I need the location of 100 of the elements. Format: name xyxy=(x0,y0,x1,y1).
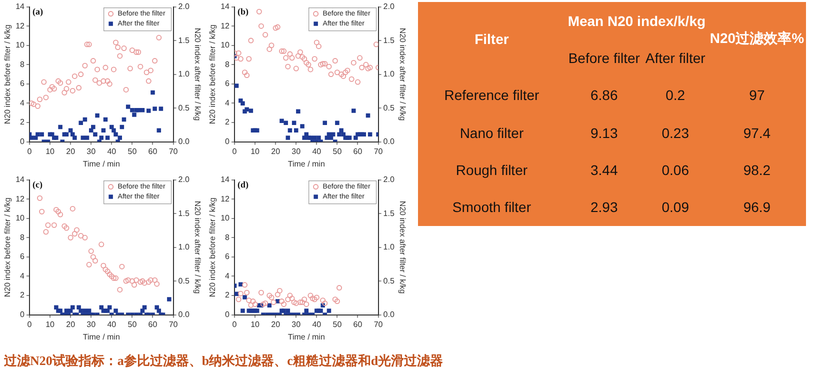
y-tick-label: 0 xyxy=(20,310,26,320)
y-tick-label: 6 xyxy=(225,252,230,262)
y-tick-label: 12 xyxy=(220,194,230,204)
y2-tick-label: 0.0 xyxy=(383,137,395,146)
x-tick-label: 0 xyxy=(232,146,238,156)
y-tick-label: 6 xyxy=(20,252,26,262)
y-tick-label: 2 xyxy=(225,118,230,127)
x-axis-title: Time / min xyxy=(82,332,120,342)
y2-tick-label: 1.0 xyxy=(383,70,395,79)
chart-title: (c) xyxy=(32,180,42,190)
y2-tick-label: 0.0 xyxy=(178,137,190,146)
x-tick-label: 10 xyxy=(46,320,56,329)
x-axis-title: Time / min xyxy=(82,159,120,168)
x-tick-label: 50 xyxy=(332,320,342,329)
y-tick-label: 2 xyxy=(20,290,26,300)
y2-tick-label: 1.5 xyxy=(178,36,190,45)
y-tick-label: 12 xyxy=(220,21,230,30)
y2-tick-label: 0.5 xyxy=(178,276,190,286)
x-tick-label: 60 xyxy=(353,320,363,329)
data-label: 0.06 xyxy=(660,160,690,180)
y-tick-label: 8 xyxy=(225,60,230,69)
y2-tick-label: 2.0 xyxy=(383,2,395,12)
y2-axis-title: N20 index after filter / k/kg xyxy=(398,200,407,294)
y2-tick-label: 0.0 xyxy=(178,310,190,320)
y-tick-label: 0 xyxy=(225,310,230,320)
text: Filter xyxy=(474,30,510,50)
y-tick-label: 14 xyxy=(220,175,230,184)
data-label: 0.09 xyxy=(660,198,690,218)
y2-tick-label: 0.5 xyxy=(383,103,395,112)
chart-title: (a) xyxy=(32,6,43,17)
x-tick-label: 70 xyxy=(168,320,178,329)
category-label: Reference filter xyxy=(443,86,540,106)
y-tick-label: 2 xyxy=(20,118,26,127)
x-tick-label: 10 xyxy=(250,146,260,156)
y2-axis-title: N20 index after filter / k/kg xyxy=(192,200,202,294)
x-tick-label: 20 xyxy=(66,146,76,156)
text: After filter xyxy=(644,48,706,68)
y-axis-title: N20 index before filter / k/kg xyxy=(208,24,218,124)
y-tick-label: 10 xyxy=(16,40,26,50)
x-tick-label: 40 xyxy=(312,320,322,329)
x-tick-label: 40 xyxy=(107,146,117,156)
chart-title: (d) xyxy=(238,180,248,190)
y-tick-label: 12 xyxy=(16,21,26,30)
y-tick-label: 10 xyxy=(220,40,230,50)
y-axis-title: N20 index before filter / k/kg xyxy=(3,24,12,124)
x-tick-label: 60 xyxy=(148,146,158,156)
x-tick-label: 60 xyxy=(148,320,158,329)
y2-tick-label: 2.0 xyxy=(383,175,395,184)
y-tick-label: 6 xyxy=(20,79,26,88)
y-tick-label: 8 xyxy=(20,232,26,242)
y2-tick-label: 1.0 xyxy=(178,70,190,79)
x-tick-label: 30 xyxy=(86,146,96,156)
y2-tick-label: 1.0 xyxy=(383,242,395,252)
y-tick-label: 4 xyxy=(20,271,26,280)
y-tick-label: 6 xyxy=(225,79,230,88)
data-label: 6.86 xyxy=(590,86,619,106)
category-label: Smooth filter xyxy=(451,198,532,218)
x-tick-label: 0 xyxy=(27,146,32,156)
y2-tick-label: 2.0 xyxy=(178,2,190,12)
y-tick-label: 10 xyxy=(16,214,26,223)
y-axis-title: N20 index before filter / k/kg xyxy=(3,197,12,298)
x-tick-label: 20 xyxy=(271,146,281,156)
chart-title: (b) xyxy=(238,6,248,17)
y2-tick-label: 1.5 xyxy=(383,36,395,45)
category-label: Rough filter xyxy=(454,160,529,180)
y-tick-label: 4 xyxy=(225,98,230,108)
category-label: Nano filter xyxy=(458,124,525,143)
y2-tick-label: 0.5 xyxy=(178,103,190,112)
y2-tick-label: 2.0 xyxy=(178,175,190,184)
y-tick-label: 10 xyxy=(220,214,230,223)
y-tick-label: 2 xyxy=(225,290,230,300)
y-tick-label: 14 xyxy=(220,2,230,12)
x-tick-label: 40 xyxy=(107,320,117,329)
y-tick-label: 0 xyxy=(225,137,230,146)
y-tick-label: 8 xyxy=(20,60,26,69)
y-tick-label: 0 xyxy=(20,137,26,146)
y2-tick-label: 0.0 xyxy=(383,310,395,320)
x-axis-title: Time / min xyxy=(288,332,325,342)
x-tick-label: 50 xyxy=(128,146,138,156)
x-tick-label: 60 xyxy=(353,146,363,156)
x-axis-title: Time / min xyxy=(288,159,325,168)
y-tick-label: 4 xyxy=(225,271,230,280)
x-tick-label: 20 xyxy=(66,320,76,329)
y2-tick-label: 1.5 xyxy=(178,208,190,218)
x-tick-label: 0 xyxy=(27,320,32,329)
data-label: 2.93 xyxy=(590,198,619,218)
x-tick-label: 0 xyxy=(232,320,238,329)
y-tick-label: 14 xyxy=(16,2,26,12)
x-tick-label: 10 xyxy=(250,320,260,329)
y2-axis-title: N20 index after filter / k/kg xyxy=(398,28,407,121)
series-label: Before filter xyxy=(567,48,641,68)
y-tick-label: 8 xyxy=(225,232,230,242)
x-tick-label: 30 xyxy=(292,146,302,156)
x-tick-label: 50 xyxy=(128,320,138,329)
data-label: 97.4 xyxy=(742,124,772,143)
data-label: 97 xyxy=(748,86,766,106)
x-tick-label: 20 xyxy=(271,320,281,329)
y2-tick-label: 1.5 xyxy=(383,208,395,218)
y-tick-label: 14 xyxy=(16,175,26,184)
x-tick-label: 30 xyxy=(86,320,96,329)
